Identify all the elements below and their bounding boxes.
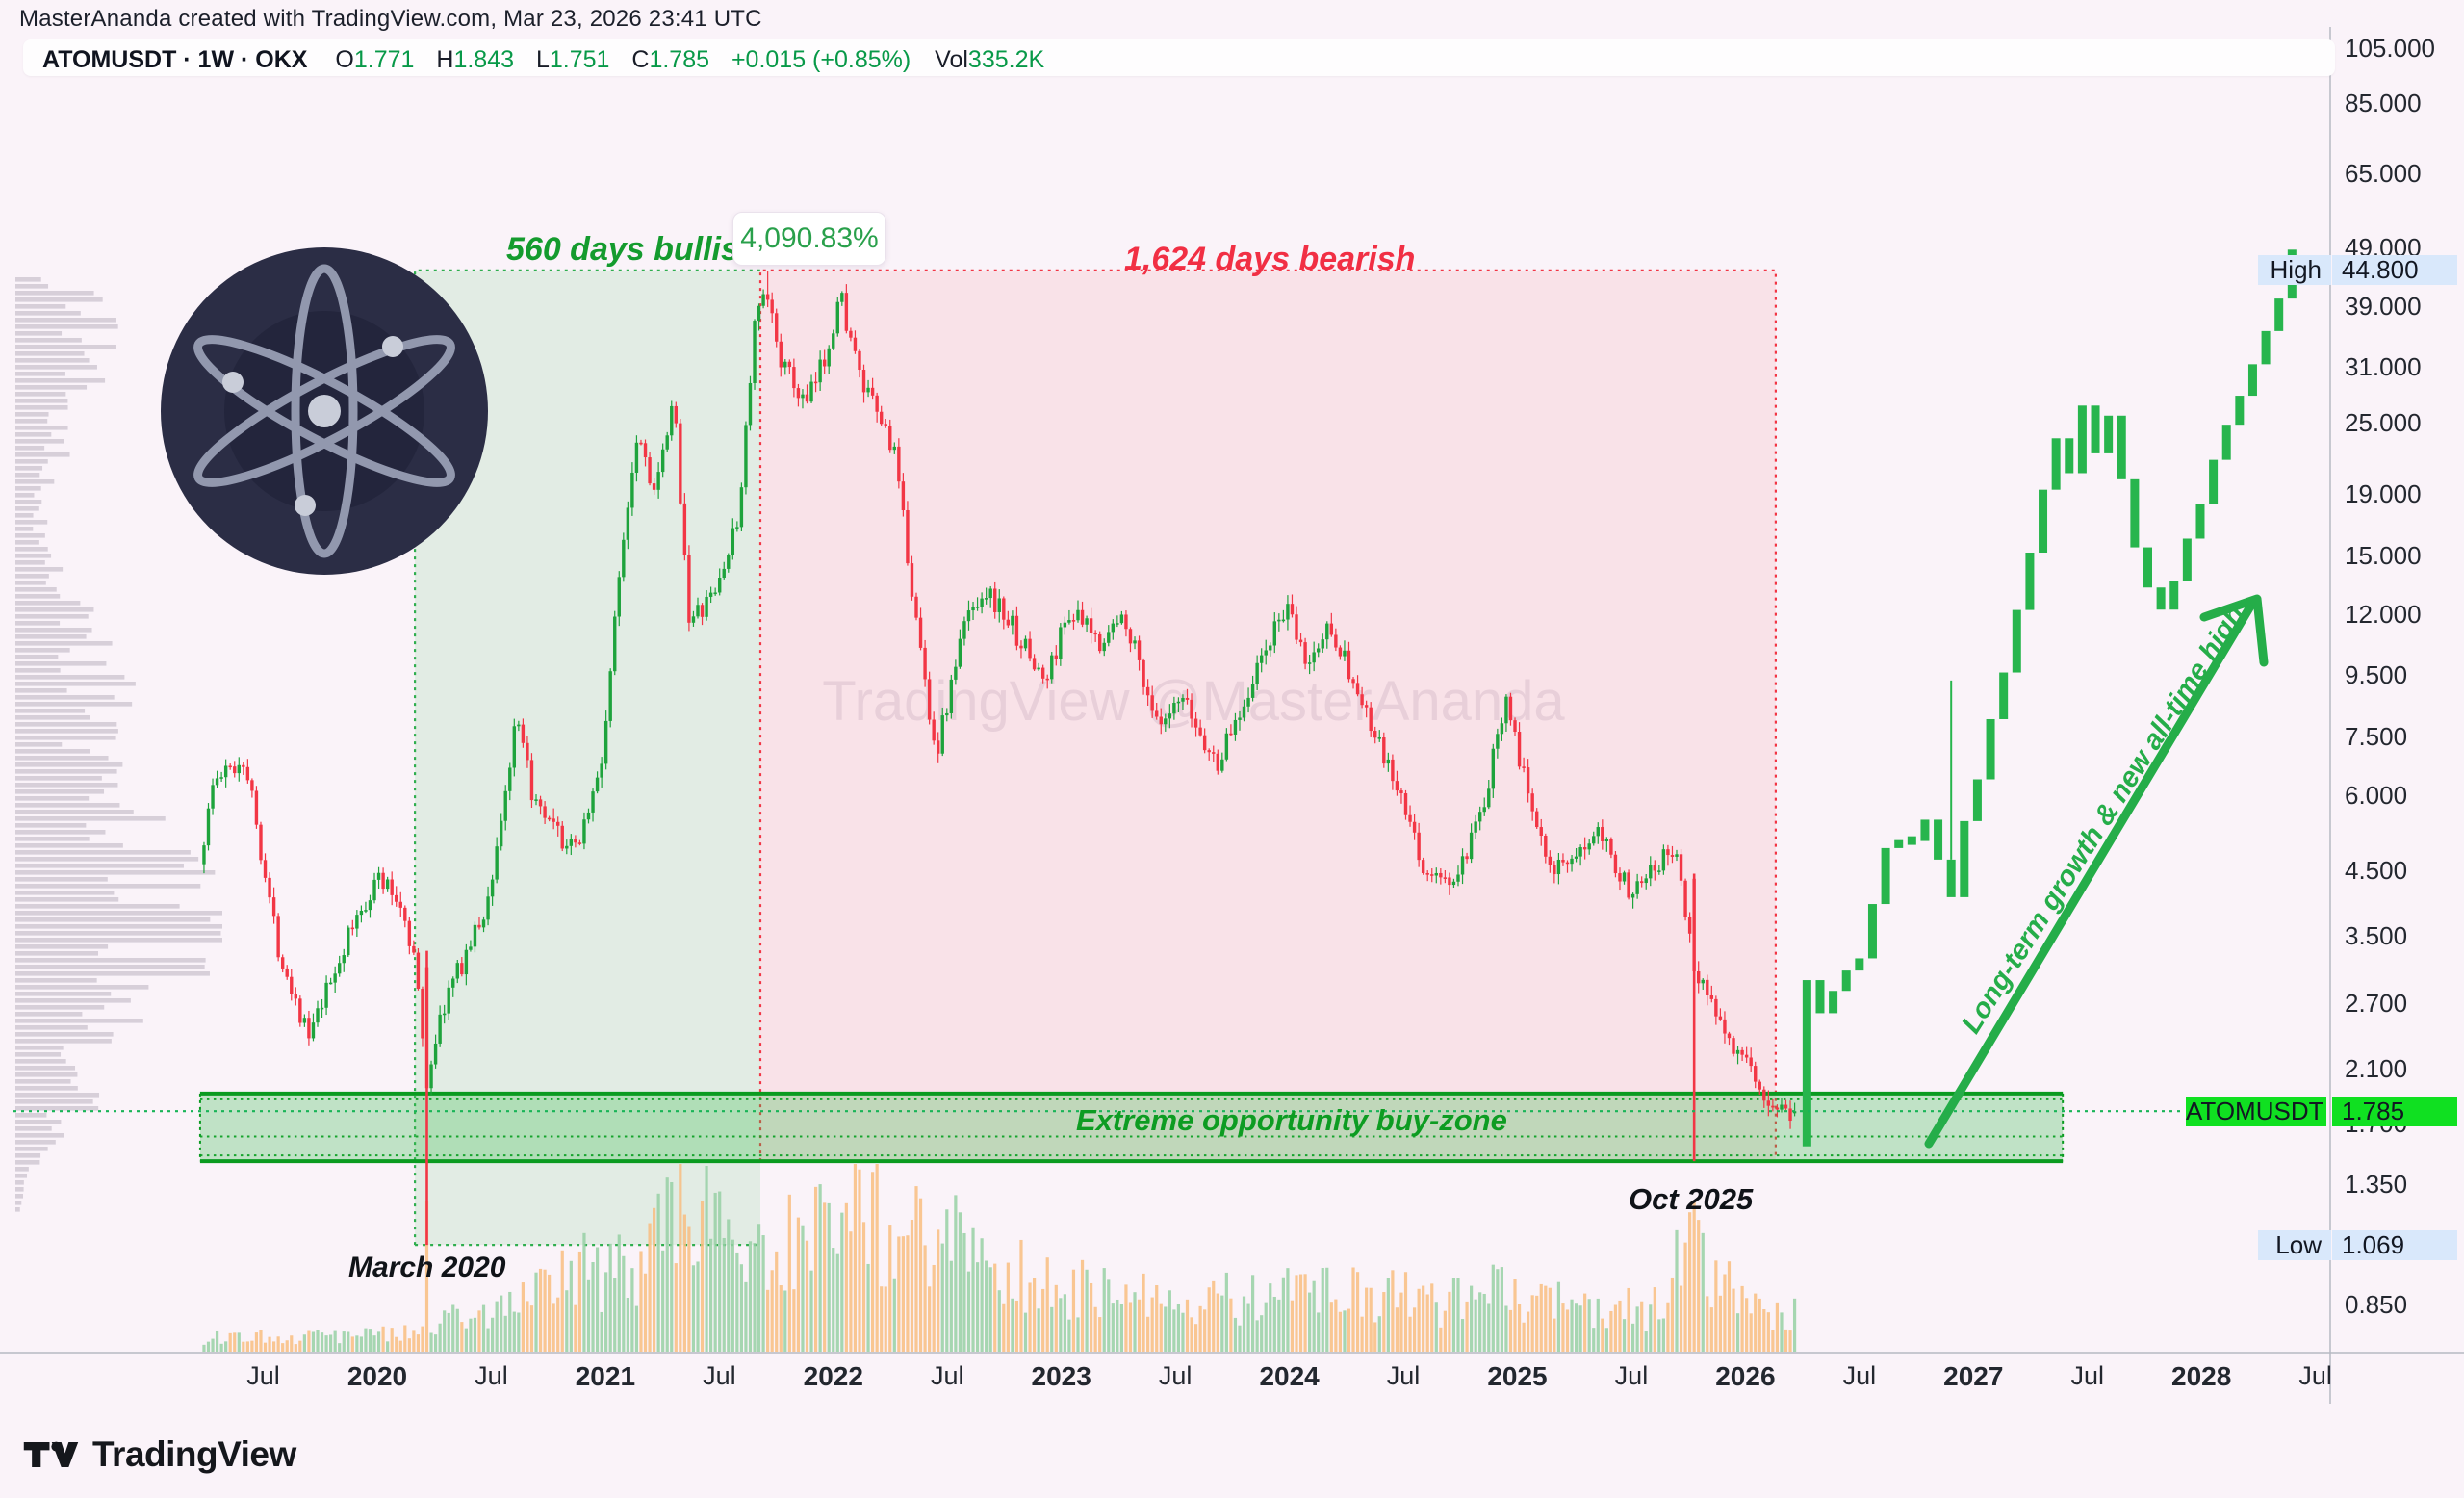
ohlc-values: O1.771 H1.843 L1.751 C1.785 +0.015 (+0.8… (335, 46, 1044, 73)
march-2020-annotation: March 2020 (348, 1252, 506, 1283)
bullish-annotation: 560 days bullish (506, 231, 759, 268)
high-value: 1.843 (453, 46, 514, 73)
tradingview-wordmark: TradingView (92, 1434, 296, 1474)
low-badge-label: Low (2258, 1229, 2331, 1260)
buyzone-annotation: Extreme opportunity buy-zone (1076, 1103, 1507, 1137)
price-badge-value: 1.785 (2332, 1096, 2457, 1126)
volume-value: 335.2K (967, 46, 1045, 73)
candlesticks-real (202, 271, 1797, 1246)
candlesticks-projection (1802, 249, 2297, 1147)
close-value: 1.785 (649, 46, 709, 73)
gain-tooltip: 4,090.83% (732, 212, 886, 266)
tradingview-logo-icon (23, 1441, 79, 1467)
oct-2025-annotation: Oct 2025 (1629, 1182, 1754, 1216)
low-label: L (535, 46, 550, 73)
volume-label: Vol (935, 46, 968, 73)
volume-profile (15, 277, 222, 1212)
open-value: 1.771 (353, 46, 415, 73)
bearish-annotation: 1,624 days bearish (1124, 241, 1416, 277)
buy-zone-band[interactable] (198, 1091, 2065, 1164)
credit-line: MasterAnanda created with TradingView.co… (19, 6, 762, 32)
symbol-title[interactable]: ATOMUSDT · 1W · OKX (42, 46, 308, 73)
low-value: 1.751 (549, 46, 610, 73)
close-label: C (631, 46, 650, 73)
watermark: TradingView @MasterAnanda (616, 669, 1771, 734)
low-badge-value: 1.069 (2332, 1229, 2457, 1260)
symbol-status-line: ATOMUSDT · 1W · OKX O1.771 H1.843 L1.751… (42, 46, 1044, 74)
tradingview-footer[interactable]: TradingView (23, 1433, 296, 1477)
open-label: O (335, 46, 354, 73)
volume-bars (202, 1164, 1797, 1352)
growth-arrow (1924, 594, 2269, 1149)
pane-header-band (23, 39, 2335, 76)
cosmos-logo (161, 247, 488, 575)
high-badge-value: 44.800 (2332, 255, 2457, 286)
high-label: H (436, 46, 454, 73)
change-value: +0.015 (+0.85%) (731, 46, 911, 73)
gain-value: 4,090.83% (740, 222, 879, 254)
high-badge-label: High (2258, 255, 2331, 286)
price-badge-label: ATOMUSDT (2186, 1096, 2326, 1126)
